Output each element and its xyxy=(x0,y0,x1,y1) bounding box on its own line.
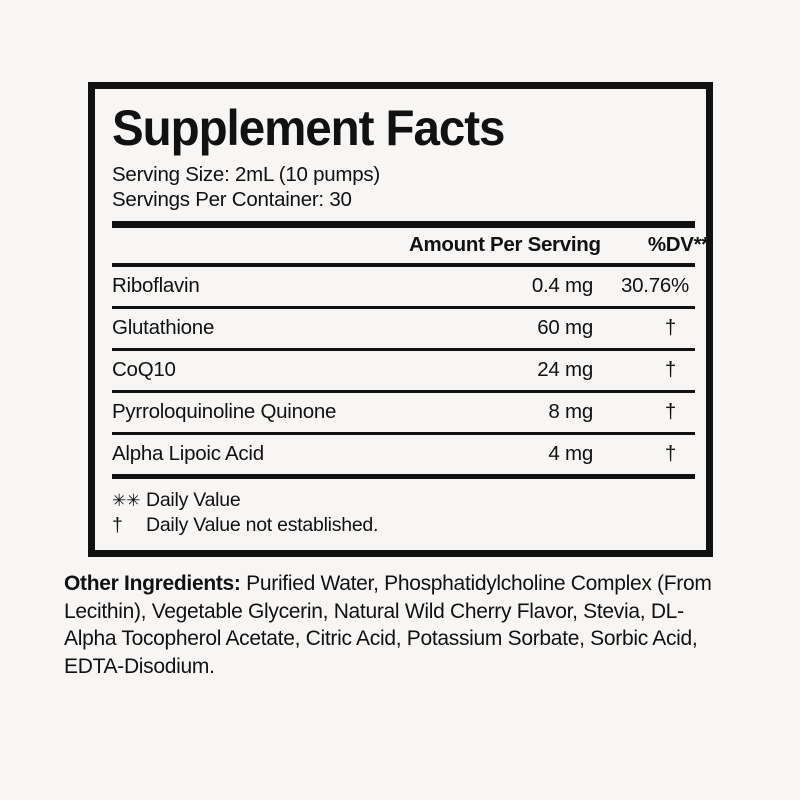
rule-below-serving-info xyxy=(112,221,695,228)
nutrient-name: Glutathione xyxy=(112,316,215,339)
supplement-facts-panel: Supplement Facts Serving Size: 2mL (10 p… xyxy=(88,82,713,557)
footnote-text: Daily Value xyxy=(146,489,241,511)
other-ingredients-text: Purified Water, Phosphatidylcholine Comp… xyxy=(64,572,712,678)
nutrient-rows-table: Glutathione 60 mg † xyxy=(112,309,709,348)
nutrient-dv: 30.76% xyxy=(620,274,689,297)
double-asterisk-icon: ✳✳ xyxy=(112,491,141,510)
footnote-daily-value: ✳✳ Daily Value xyxy=(112,488,695,513)
footnote-dv-not-established: † Daily Value not established. xyxy=(112,513,695,538)
nutrient-name: Alpha Lipoic Acid xyxy=(112,442,264,465)
panel-inner: Supplement Facts Serving Size: 2mL (10 p… xyxy=(95,100,709,564)
nutrient-name: Pyrroloquinoline Quinone xyxy=(112,400,337,423)
nutrient-rows-table: CoQ10 24 mg † xyxy=(112,351,709,390)
rule-below-table-header xyxy=(112,263,695,267)
header-daily-value: %DV** xyxy=(647,233,709,256)
dagger-icon: † xyxy=(112,514,123,536)
table-row: Pyrroloquinoline Quinone 8 mg † xyxy=(112,393,709,432)
table-header-row: Amount Per Serving %DV** xyxy=(112,228,709,263)
nutrient-dv: † xyxy=(664,316,676,339)
footnote-text: Daily Value not established. xyxy=(146,514,379,536)
header-nutrient-name xyxy=(112,228,409,263)
nutrient-name: CoQ10 xyxy=(112,358,176,381)
rule-above-footnotes xyxy=(112,474,695,479)
header-amount-per-serving: Amount Per Serving xyxy=(409,233,601,256)
serving-info-block: Serving Size: 2mL (10 pumps) Servings Pe… xyxy=(112,162,695,212)
nutrient-rows-table: Pyrroloquinoline Quinone 8 mg † xyxy=(112,393,709,432)
nutrient-dv: † xyxy=(664,400,676,423)
nutrient-amount: 24 mg xyxy=(537,358,593,381)
nutrient-amount: 0.4 mg xyxy=(531,274,593,297)
other-ingredients-label: Other Ingredients: xyxy=(64,572,241,595)
nutrient-name: Riboflavin xyxy=(112,274,200,297)
nutrient-amount: 8 mg xyxy=(548,400,593,423)
other-ingredients-block: Other Ingredients: Purified Water, Phosp… xyxy=(64,570,724,680)
row-divider xyxy=(112,306,695,309)
panel-title: Supplement Facts xyxy=(112,100,505,156)
row-divider xyxy=(112,390,695,393)
nutrient-rows-table: Riboflavin 0.4 mg 30.76% xyxy=(112,267,709,306)
row-divider xyxy=(112,348,695,351)
nutrient-rows-table: Alpha Lipoic Acid 4 mg † xyxy=(112,435,709,474)
table-row: Alpha Lipoic Acid 4 mg † xyxy=(112,435,709,474)
serving-size-text: Serving Size: 2mL (10 pumps) xyxy=(112,163,380,186)
nutrient-dv: † xyxy=(664,442,676,465)
table-row: Glutathione 60 mg † xyxy=(112,309,709,348)
nutrient-amount: 60 mg xyxy=(537,316,593,339)
nutrient-table: Amount Per Serving %DV** xyxy=(112,228,709,263)
servings-per-container-text: Servings Per Container: 30 xyxy=(112,188,352,211)
footnotes-block: ✳✳ Daily Value † Daily Value not establi… xyxy=(112,488,695,538)
row-divider xyxy=(112,432,695,435)
table-row: CoQ10 24 mg † xyxy=(112,351,709,390)
table-row: Riboflavin 0.4 mg 30.76% xyxy=(112,267,709,306)
nutrient-dv: † xyxy=(664,358,676,381)
nutrient-amount: 4 mg xyxy=(548,442,593,465)
